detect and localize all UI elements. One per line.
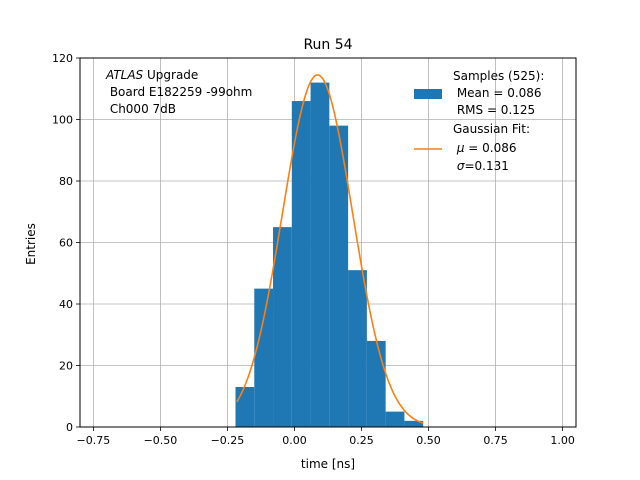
mu-symbol: μ	[456, 141, 465, 155]
histogram-bar	[273, 227, 292, 427]
y-tick-label: 20	[59, 360, 73, 373]
y-tick-label: 100	[52, 114, 73, 127]
annotation-atlas: ATLAS	[105, 68, 144, 82]
legend-samples-swatch	[414, 89, 442, 99]
annotation-line-1: ATLAS Upgrade	[105, 68, 198, 82]
x-tick-label: −0.75	[77, 434, 111, 447]
y-axis-label: Entries	[24, 223, 38, 265]
legend-samples-mean: Mean = 0.086	[453, 86, 542, 100]
annotation-line-2: Board E182259 -99ohm	[106, 85, 252, 99]
histogram-bar	[329, 125, 349, 428]
x-tick-label: 0.25	[349, 434, 374, 447]
x-axis-label: time [ns]	[301, 457, 355, 471]
legend-samples-title: Samples (525):	[453, 69, 544, 83]
legend-fit-sigma: σ=0.131	[453, 159, 509, 173]
x-tick-label: −0.50	[144, 434, 178, 447]
y-tick-label: 80	[59, 175, 73, 188]
annotation-upgrade: Upgrade	[143, 68, 198, 82]
y-tick-label: 60	[59, 237, 73, 250]
y-tick-label: 40	[59, 298, 73, 311]
histogram-bar	[385, 411, 405, 427]
histogram-bar	[348, 270, 367, 427]
y-tick-label: 0	[66, 421, 73, 434]
histogram-bars	[235, 82, 424, 428]
x-tick-label: −0.25	[211, 434, 245, 447]
histogram-bar	[254, 288, 274, 427]
y-tick-label: 120	[52, 52, 73, 65]
gaussian-fit-curve	[236, 74, 424, 424]
x-tick-label: 0.75	[483, 434, 508, 447]
histogram-bar	[404, 420, 424, 427]
legend-fit-mu: μ = 0.086	[453, 141, 517, 155]
y-axis-ticks: 0 20 40 60 80 100 120	[52, 52, 80, 434]
annotation-line-3: Ch000 7dB	[106, 102, 176, 116]
chart-title: Run 54	[303, 37, 352, 53]
histogram-bar	[310, 82, 330, 427]
sigma-value: =0.131	[464, 159, 508, 173]
mu-value: = 0.086	[464, 141, 516, 155]
histogram-bar	[291, 101, 311, 428]
histogram-bar	[366, 340, 386, 427]
legend: Samples (525): Mean = 0.086 RMS = 0.125 …	[414, 69, 544, 173]
legend-fit-title: Gaussian Fit:	[453, 122, 530, 136]
x-tick-label: 1.00	[550, 434, 575, 447]
x-axis-ticks: −0.75 −0.50 −0.25 0.00 0.25 0.50 0.75 1.00	[77, 427, 575, 447]
x-tick-label: 0.50	[416, 434, 441, 447]
x-tick-label: 0.00	[282, 434, 307, 447]
atlas-annotation: ATLAS Upgrade Board E182259 -99ohm Ch000…	[105, 68, 252, 116]
sigma-symbol: σ	[457, 159, 465, 173]
histogram-bar	[235, 387, 255, 427]
legend-samples-rms: RMS = 0.125	[453, 103, 535, 117]
